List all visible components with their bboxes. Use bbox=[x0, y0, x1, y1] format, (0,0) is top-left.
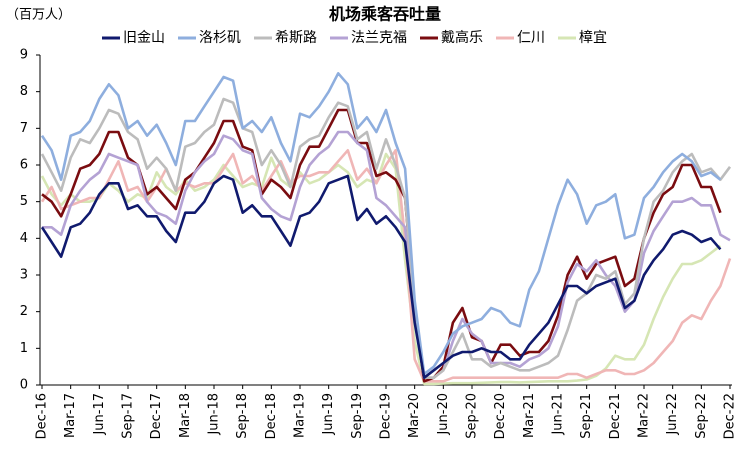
x-tick-label: Sep-18 bbox=[235, 393, 250, 439]
line-series bbox=[41, 108, 722, 383]
y-tick-label: 9 bbox=[20, 48, 28, 63]
x-tick-label: Jun-22 bbox=[665, 393, 680, 436]
legend-label: 旧金山 bbox=[123, 30, 165, 46]
y-axis-unit: （百万人） bbox=[6, 8, 71, 23]
x-tick-label: Sep-21 bbox=[579, 393, 594, 439]
legend-label: 戴高乐 bbox=[441, 29, 483, 46]
y-tick-label: 1 bbox=[20, 341, 28, 356]
y-tick-label: 7 bbox=[20, 121, 28, 136]
x-tick-label: Jun-20 bbox=[436, 393, 451, 436]
x-tick-label: Dec-21 bbox=[608, 393, 623, 439]
x-tick-label: Dec-17 bbox=[149, 393, 164, 439]
y-tick-label: 5 bbox=[20, 194, 28, 209]
y-tick-label: 8 bbox=[20, 84, 28, 99]
x-tick-label: Sep-20 bbox=[465, 393, 480, 439]
legend-label: 仁川 bbox=[517, 30, 545, 46]
y-tick-label: 2 bbox=[20, 304, 28, 319]
x-tick-label: Sep-17 bbox=[121, 393, 136, 439]
y-tick-label: 4 bbox=[20, 231, 28, 246]
y-tick-label: 6 bbox=[20, 158, 28, 173]
line-series bbox=[42, 130, 731, 379]
x-tick-label: Dec-18 bbox=[264, 393, 279, 439]
x-tick-label: Jun-21 bbox=[551, 393, 566, 436]
x-tick-label: Dec-19 bbox=[379, 393, 394, 439]
x-tick-label: Mar-18 bbox=[178, 393, 193, 438]
line-series bbox=[40, 152, 722, 386]
x-tick-label: Mar-19 bbox=[293, 393, 308, 438]
y-tick-label: 0 bbox=[20, 378, 28, 393]
x-tick-label: Jun-18 bbox=[207, 393, 222, 436]
x-tick-label: Sep-19 bbox=[350, 393, 365, 439]
x-tick-label: Mar-21 bbox=[522, 393, 537, 438]
line-series bbox=[40, 174, 722, 379]
legend-label: 樟宜 bbox=[579, 29, 607, 46]
legend-label: 希斯路 bbox=[275, 30, 317, 46]
x-tick-label: Jun-19 bbox=[321, 393, 336, 436]
legend-label: 洛杉矶 bbox=[199, 30, 241, 46]
x-tick-label: Dec-16 bbox=[35, 393, 50, 439]
x-tick-label: Dec-22 bbox=[723, 393, 738, 439]
line-series bbox=[40, 97, 732, 379]
x-tick-label: Mar-20 bbox=[407, 393, 422, 438]
x-tick-label: Mar-22 bbox=[637, 393, 652, 438]
chart-title: 机场乘客吞吐量 bbox=[329, 5, 441, 24]
x-tick-label: Sep-22 bbox=[694, 393, 709, 439]
line-series bbox=[40, 72, 722, 376]
y-tick-label: 3 bbox=[20, 268, 28, 283]
x-tick-label: Jun-17 bbox=[92, 393, 107, 436]
x-tick-label: Mar-17 bbox=[63, 393, 78, 438]
x-tick-label: Dec-20 bbox=[493, 393, 508, 439]
legend-label: 法兰克福 bbox=[351, 30, 407, 46]
